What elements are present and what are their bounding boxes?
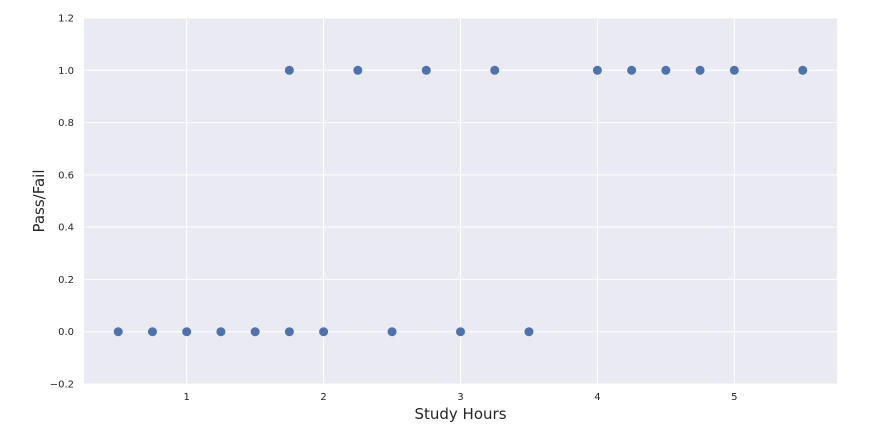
x-tick-labels: 1 2 3 4 5 (183, 392, 737, 403)
x-tick-label: 4 (594, 392, 600, 403)
scatter-point (627, 65, 637, 75)
scatter-point (319, 327, 329, 337)
scatter-point (456, 327, 465, 337)
scatter-point (729, 65, 739, 75)
scatter-point (490, 65, 500, 75)
scatter-point (250, 327, 260, 337)
scatter-point (387, 327, 397, 337)
x-tick-label: 3 (457, 392, 463, 403)
y-tick-label: 0.6 (58, 170, 74, 181)
y-tick-label: 1.0 (58, 66, 74, 77)
x-tick-label: 5 (731, 392, 737, 403)
scatter-point (695, 65, 705, 75)
y-tick-label: −0.2 (50, 380, 74, 391)
scatter-point (661, 65, 671, 75)
scatter-point (284, 65, 294, 75)
scatter-point (524, 327, 534, 337)
x-tick-label: 2 (320, 392, 326, 403)
y-axis-label: Pass/Fail (30, 169, 48, 232)
y-tick-label: 0.2 (58, 275, 74, 286)
scatter-point (182, 327, 192, 337)
y-tick-label: 0.8 (58, 118, 74, 129)
scatter-point (353, 65, 363, 75)
x-tick-label: 1 (183, 392, 189, 403)
data-points (113, 65, 808, 337)
scatter-point (284, 327, 294, 337)
scatter-point (113, 327, 123, 337)
scatter-point (216, 327, 226, 337)
scatter-point (147, 327, 157, 337)
y-tick-label: 1.2 (58, 14, 74, 25)
y-tick-labels: −0.2 0.0 0.2 0.4 0.6 0.8 1.0 1.2 (50, 14, 74, 391)
y-tick-label: 0.4 (58, 223, 74, 234)
scatter-point (592, 65, 602, 75)
x-axis-label: Study Hours (414, 405, 506, 423)
scatter-point (798, 65, 808, 75)
scatter-point (421, 65, 431, 75)
y-tick-label: 0.0 (58, 327, 74, 338)
